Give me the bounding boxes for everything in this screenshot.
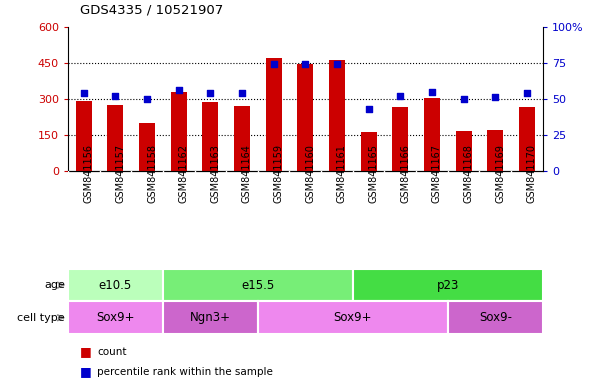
Bar [68, 301, 163, 334]
Bar [266, 58, 281, 171]
Bar [202, 103, 218, 171]
Bar [360, 132, 376, 171]
Text: ■: ■ [80, 365, 91, 378]
Bar [392, 107, 408, 171]
Text: Sox9-: Sox9- [479, 311, 512, 324]
Text: GSM841163: GSM841163 [211, 144, 220, 203]
Point [396, 93, 405, 99]
Text: GSM841165: GSM841165 [369, 144, 379, 203]
Text: Sox9+: Sox9+ [96, 311, 135, 324]
Point [332, 61, 342, 68]
Text: cell type: cell type [17, 313, 65, 323]
Text: GSM841160: GSM841160 [306, 144, 315, 203]
Text: GSM841161: GSM841161 [337, 144, 347, 203]
Bar [297, 64, 313, 171]
Point [174, 87, 183, 93]
Bar [519, 107, 535, 171]
Text: e10.5: e10.5 [99, 279, 132, 291]
Bar [171, 92, 186, 171]
Bar [455, 131, 471, 171]
Bar [76, 101, 91, 171]
Point [206, 90, 215, 96]
Point [269, 61, 278, 68]
Text: Sox9+: Sox9+ [333, 311, 372, 324]
Text: age: age [44, 280, 65, 290]
Text: GSM841158: GSM841158 [147, 144, 157, 203]
Bar [329, 61, 345, 171]
Bar [487, 130, 503, 171]
Bar [68, 269, 163, 301]
Text: count: count [97, 346, 127, 357]
Point [237, 90, 247, 96]
Bar [424, 98, 440, 171]
Point [427, 89, 437, 95]
Bar [163, 301, 258, 334]
Point [491, 94, 500, 101]
Text: GSM841166: GSM841166 [401, 144, 410, 203]
Point [459, 96, 468, 102]
Point [111, 93, 120, 99]
Text: GSM841162: GSM841162 [179, 144, 189, 203]
Point [364, 106, 373, 112]
Text: GSM841159: GSM841159 [274, 144, 284, 203]
Text: GSM841169: GSM841169 [496, 144, 505, 203]
Point [301, 61, 310, 68]
Bar [353, 269, 543, 301]
Text: percentile rank within the sample: percentile rank within the sample [97, 366, 273, 377]
Bar [448, 301, 543, 334]
Text: Ngn3+: Ngn3+ [190, 311, 231, 324]
Bar [234, 106, 250, 171]
Point [142, 96, 152, 102]
Bar [258, 301, 448, 334]
Text: GSM841167: GSM841167 [432, 144, 442, 203]
Text: GSM841170: GSM841170 [527, 144, 537, 203]
Text: ■: ■ [80, 345, 91, 358]
Text: e15.5: e15.5 [241, 279, 274, 291]
Text: GDS4335 / 10521907: GDS4335 / 10521907 [80, 4, 223, 17]
Text: GSM841168: GSM841168 [464, 144, 474, 203]
Point [522, 90, 532, 96]
Text: GSM841156: GSM841156 [84, 144, 94, 203]
Text: GSM841164: GSM841164 [242, 144, 252, 203]
Point [79, 90, 88, 96]
Text: GSM841157: GSM841157 [116, 144, 125, 204]
Bar [139, 123, 155, 171]
Text: p23: p23 [437, 279, 459, 291]
Bar [163, 269, 353, 301]
Bar [107, 105, 123, 171]
